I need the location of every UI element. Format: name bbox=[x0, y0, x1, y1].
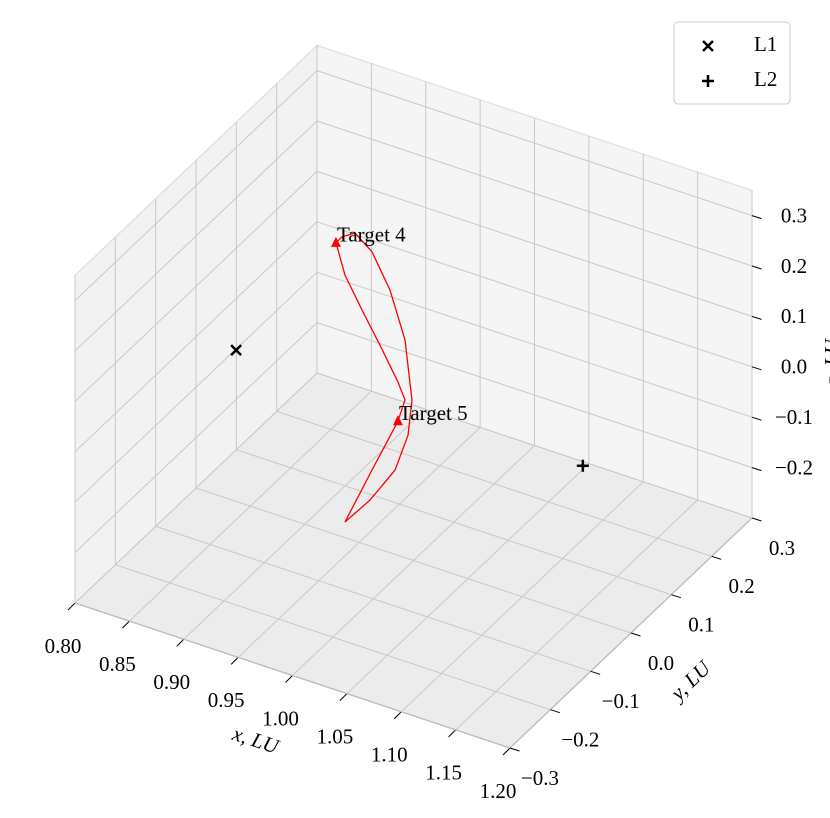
y-tick-label: −0.2 bbox=[561, 727, 599, 751]
y-tick-label: 0.1 bbox=[688, 612, 714, 636]
x-tick-label: 1.10 bbox=[371, 743, 408, 767]
y-tick-label: 0.2 bbox=[729, 574, 755, 598]
grid-line bbox=[115, 564, 551, 711]
y-tick-label: −0.1 bbox=[602, 689, 640, 713]
grid-line bbox=[316, 70, 753, 217]
plus-marker bbox=[576, 459, 589, 472]
x-marker bbox=[702, 40, 714, 52]
tick-mark bbox=[751, 517, 762, 522]
grid-line bbox=[316, 372, 753, 519]
grid-line bbox=[74, 271, 318, 503]
y-tick-label: 0.0 bbox=[648, 651, 674, 675]
trajectory-line bbox=[335, 232, 413, 523]
tick-mark bbox=[67, 602, 76, 611]
marks bbox=[230, 232, 589, 523]
grid-line bbox=[316, 170, 753, 317]
annotation-label: Target 5 bbox=[399, 401, 468, 425]
tick-mark bbox=[751, 315, 762, 320]
tick-mark bbox=[509, 747, 520, 752]
z-tick-label: 0.2 bbox=[781, 254, 807, 278]
x-tick-label: 1.15 bbox=[425, 761, 462, 785]
legend-label: L2 bbox=[754, 67, 777, 91]
tick-mark bbox=[751, 416, 762, 421]
grid-line bbox=[316, 271, 753, 418]
tick-mark bbox=[176, 638, 185, 647]
target-marker bbox=[392, 415, 403, 426]
target-marker bbox=[330, 236, 341, 247]
x-tick-label: 1.20 bbox=[480, 779, 517, 803]
tick-mark bbox=[751, 265, 762, 270]
panes bbox=[74, 44, 753, 749]
grid-line bbox=[236, 449, 672, 596]
grid-line bbox=[74, 120, 318, 352]
grid-line bbox=[74, 602, 511, 749]
marker-stroke bbox=[702, 40, 714, 52]
tick-mark bbox=[448, 729, 456, 738]
z-tick-label: 0.1 bbox=[781, 304, 807, 328]
grid-line bbox=[155, 525, 591, 672]
x-tick-label: 1.00 bbox=[262, 706, 299, 730]
grid-line bbox=[74, 221, 318, 453]
x-tick-label: 0.85 bbox=[99, 652, 136, 676]
grid-line bbox=[74, 322, 318, 553]
grid-line bbox=[195, 487, 632, 634]
tick-mark bbox=[285, 675, 293, 683]
grid-line bbox=[316, 120, 753, 267]
z-tick-label: −0.2 bbox=[775, 455, 813, 479]
tick-mark bbox=[339, 693, 348, 701]
y-tick-label: −0.3 bbox=[521, 766, 559, 790]
tick-mark bbox=[122, 620, 130, 629]
grid-line bbox=[276, 410, 712, 557]
legend-label: L1 bbox=[754, 32, 777, 56]
marker-stroke bbox=[230, 344, 243, 357]
annotation-label: Target 4 bbox=[337, 223, 406, 247]
x-tick-label: 1.05 bbox=[317, 724, 354, 748]
tick-mark bbox=[751, 366, 762, 371]
x-marker bbox=[230, 344, 243, 357]
tick-mark bbox=[751, 467, 762, 472]
x-tick-label: 0.95 bbox=[208, 688, 245, 712]
tick-mark bbox=[550, 709, 560, 714]
tick-mark bbox=[630, 632, 641, 637]
labels: 0.80 0.85 0.90 0.95 1.00 1.05 1.10 1.15 1.20−0.3… bbox=[45, 203, 830, 802]
grid-line bbox=[74, 171, 318, 402]
tick-mark bbox=[751, 215, 762, 220]
x-tick-label: 0.80 bbox=[45, 634, 82, 658]
tick-mark bbox=[230, 657, 239, 665]
z-axis-label: z, LU bbox=[820, 337, 830, 385]
x-tick-label: 0.90 bbox=[153, 670, 190, 694]
z-tick-label: −0.1 bbox=[775, 405, 813, 429]
grid-line bbox=[316, 221, 753, 368]
tick-mark bbox=[393, 711, 402, 720]
tick-mark bbox=[671, 594, 681, 599]
z-tick-label: 0.0 bbox=[781, 355, 807, 379]
plus-marker bbox=[702, 75, 714, 87]
grid bbox=[67, 45, 762, 756]
y-tick-label: 0.3 bbox=[769, 536, 795, 560]
grid-line bbox=[316, 322, 753, 469]
tick-mark bbox=[502, 747, 511, 756]
tick-mark bbox=[711, 555, 722, 560]
tick-mark bbox=[590, 670, 601, 675]
grid-line bbox=[74, 70, 318, 301]
z-tick-label: 0.3 bbox=[781, 203, 807, 227]
